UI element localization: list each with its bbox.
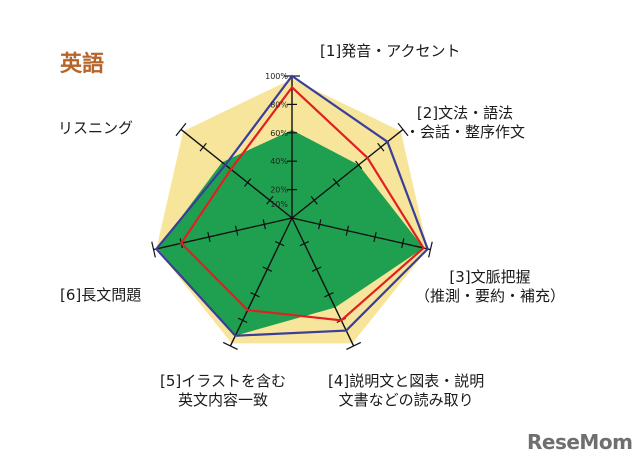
axis-tick-3-1: [317, 219, 322, 230]
tick-label-5: 80%: [270, 100, 288, 109]
axis-line-6: [153, 217, 293, 251]
axis-tick-4-3: [324, 292, 334, 298]
axis-label-1: [1]発音・アクセント: [320, 42, 461, 60]
axis-tick-3-5: [428, 241, 433, 258]
tick-label-1: 10%: [270, 200, 288, 209]
axis-tick-6-5: [151, 241, 156, 258]
axis-line-5: [229, 217, 293, 347]
axis-tick-3-3: [373, 231, 377, 242]
axis-tick-6-1: [262, 219, 267, 230]
axis-tick-5-3: [250, 292, 260, 298]
axis-label-7: リスニング: [58, 119, 134, 137]
axis-label-3: [3]文脈把握 （推測・要約・補充）: [415, 268, 566, 305]
watermark-logo: ReseMom: [527, 430, 633, 454]
axis-tick-2-2: [332, 178, 340, 187]
tick-label-6: 100%: [265, 72, 288, 81]
axis-line-2: [291, 128, 404, 219]
axis-tick-3-4: [401, 238, 405, 249]
axis-tick-6-2: [234, 225, 239, 236]
axis-tick-4-2: [311, 266, 322, 272]
axis-tick-2-4: [377, 142, 385, 152]
axis-tick-4-1: [299, 240, 310, 247]
tick-label-2: 20%: [270, 186, 288, 195]
axis-tick-7-5: [175, 122, 187, 137]
chart-title: 英語: [60, 52, 105, 77]
axis-label-2: [2]文法・語法 ・会話・整序作文: [405, 104, 526, 141]
axis-line-3: [291, 217, 431, 251]
axis-tick-5-5: [222, 341, 238, 350]
axis-tick-4-5: [346, 341, 362, 350]
axis-tick-7-1: [266, 196, 274, 205]
series-line-3: [154, 74, 429, 337]
tick-label-3: 40%: [270, 157, 288, 166]
axis-label-5: [5]イラストを含む 英文内容一致: [160, 372, 286, 409]
axis-tick-2-5: [397, 122, 409, 137]
series-area-2: [157, 129, 424, 336]
tick-label-4: 60%: [270, 129, 288, 138]
axis-line-4: [291, 217, 355, 347]
axis-tick-6-3: [207, 231, 211, 242]
axis-tick-7-4: [199, 142, 207, 152]
axis-line-7: [180, 128, 293, 219]
axis-tick-3-2: [345, 225, 350, 236]
axis-label-4: [4]説明文と図表・説明 文書などの読み取り: [328, 372, 485, 409]
axis-tick-5-4: [237, 317, 248, 324]
axis-tick-7-2: [244, 178, 252, 187]
axis-tick-5-2: [262, 266, 273, 272]
series-line-4: [179, 85, 425, 322]
axis-tick-2-1: [310, 196, 318, 205]
axis-label-6: [6]長文問題: [60, 286, 142, 304]
axis-tick-2-3: [355, 160, 363, 170]
axis-tick-5-1: [274, 240, 285, 247]
